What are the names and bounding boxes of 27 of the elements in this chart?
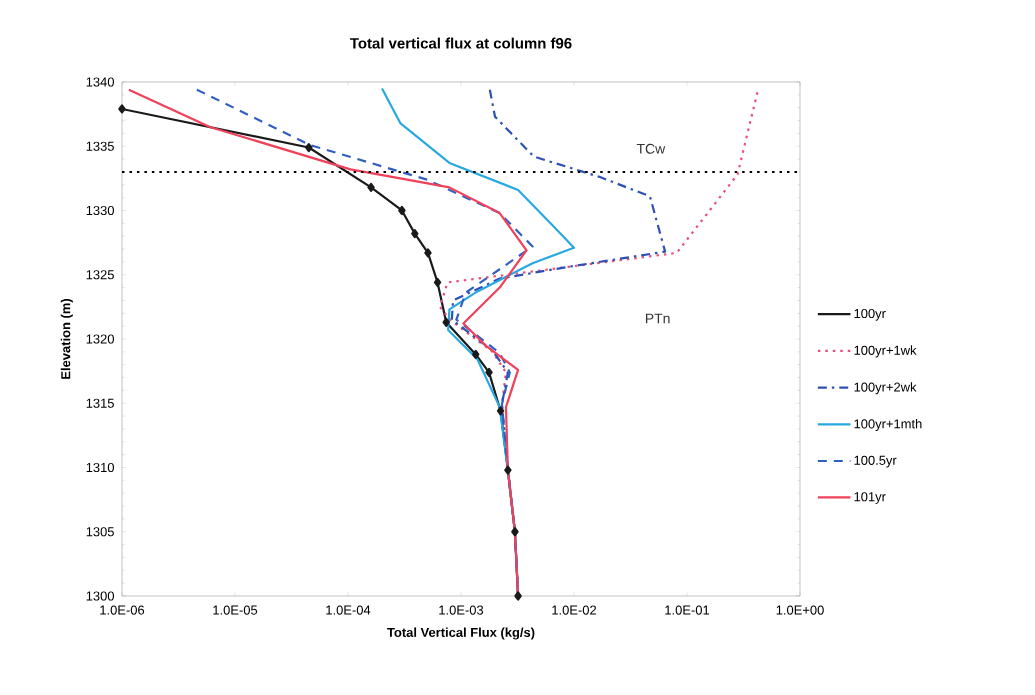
y-axis-title: Elevation (m) (60, 298, 73, 379)
legend-label: 100yr+1mth (854, 418, 922, 431)
annotation: PTn (645, 313, 670, 324)
legend-label: 100yr (854, 308, 886, 321)
x-tick-label: 1.0E-03 (439, 605, 484, 615)
x-tick-label: 1.0E-06 (100, 605, 145, 615)
y-tick-label: 1330 (86, 205, 114, 216)
x-tick-label: 1.0E-04 (326, 605, 371, 615)
y-tick-label: 1305 (86, 527, 114, 537)
x-tick-label: 1.0E-02 (552, 605, 597, 615)
x-axis-title: Total Vertical Flux (kg/s) (387, 627, 535, 640)
y-tick-label: 1320 (86, 334, 114, 344)
x-tick-label: 1.0E+00 (776, 605, 824, 615)
y-tick-label: 1315 (86, 398, 114, 408)
annotation: TCw (636, 143, 666, 154)
y-tick-label: 1300 (86, 591, 114, 601)
x-tick-label: 1.0E-01 (665, 605, 710, 615)
y-tick-label: 1340 (86, 77, 114, 87)
y-tick-label: 1325 (86, 270, 114, 280)
y-tick-label: 1335 (86, 141, 114, 151)
legend-label: 101yr (854, 492, 886, 504)
legend-label: 100yr+1wk (854, 345, 917, 358)
legend-label: 100.5yr (854, 455, 897, 468)
chart-title: Total vertical flux at column f96 (350, 37, 572, 49)
y-tick-label: 1310 (86, 462, 114, 473)
legend-label: 100yr+2wk (854, 382, 917, 395)
x-tick-label: 1.0E-05 (213, 605, 258, 615)
